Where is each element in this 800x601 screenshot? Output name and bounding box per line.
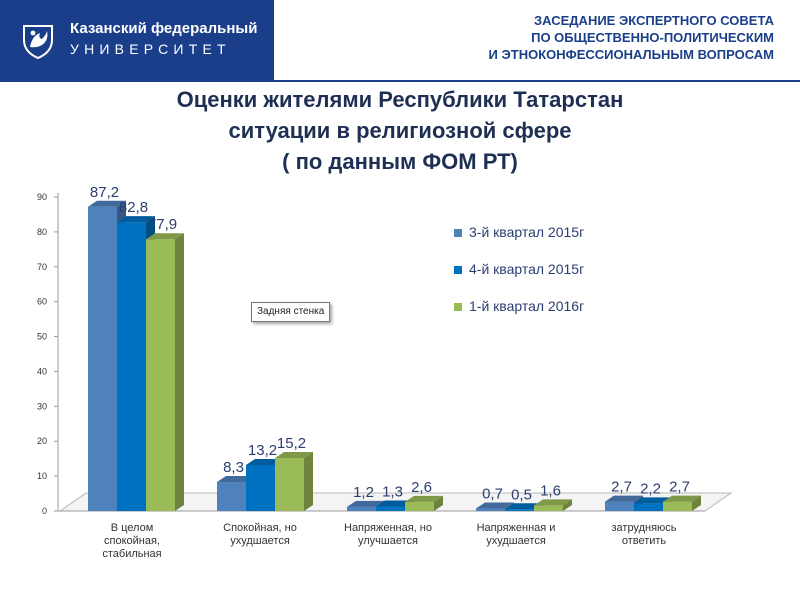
meeting-line: И ЭТНОКОНФЕССИОНАЛЬНЫМ ВОПРОСАМ — [488, 47, 774, 62]
bar-side — [434, 495, 443, 511]
bar-value-label: 1,6 — [540, 482, 561, 499]
legend-swatch — [454, 266, 462, 274]
bar-top — [605, 495, 643, 502]
bar — [347, 506, 376, 511]
bar-top — [376, 500, 414, 507]
bar-value-label: 0,5 — [511, 486, 532, 503]
bar-side — [563, 499, 572, 511]
y-tick-label: 80 — [37, 227, 47, 237]
category-label: затрудняюсь ответить — [611, 522, 677, 547]
chart-tooltip: Задняя стенка — [251, 302, 331, 322]
y-tick-label: 40 — [37, 366, 47, 376]
bar-side — [175, 233, 184, 511]
bar-top — [476, 502, 514, 509]
bar-top — [505, 503, 543, 510]
bar-value-label: 2,2 — [640, 480, 661, 497]
y-tick-label: 30 — [37, 401, 47, 411]
bar — [146, 239, 175, 511]
bar — [275, 457, 304, 511]
legend-label: 3-й квартал 2015г — [469, 224, 585, 240]
y-tick-label: 10 — [37, 471, 47, 481]
title-line: ситуации в религиозной сфере — [228, 118, 572, 143]
bar-side — [304, 451, 313, 511]
bar — [476, 508, 505, 511]
bar-top — [405, 495, 443, 502]
bar — [534, 505, 563, 511]
bar-value-label: 87,2 — [90, 184, 119, 201]
bar-value-label: 1,3 — [382, 483, 403, 500]
y-tick-label: 50 — [37, 332, 47, 342]
page-title: Оценки жителями Республики Татарстан сит… — [0, 84, 800, 177]
legend-swatch — [454, 229, 462, 237]
kfu-emblem-icon — [23, 25, 53, 60]
bar — [405, 501, 434, 511]
y-tick-label: 90 — [37, 192, 47, 202]
y-tick-label: 60 — [37, 297, 47, 307]
bar-value-label: 2,6 — [411, 479, 432, 496]
logo-university-name: Казанский федеральный — [70, 20, 258, 37]
bar-value-label: 2,7 — [611, 479, 632, 496]
bar-value-label: 0,7 — [482, 486, 503, 503]
legend-swatch — [454, 303, 462, 311]
bar-top — [117, 216, 155, 223]
bar-side — [692, 495, 701, 511]
bar-top — [217, 476, 255, 483]
bar — [217, 482, 246, 511]
bar-top — [347, 500, 385, 507]
bar — [246, 464, 275, 511]
university-logo-panel: Казанский федеральный УНИВЕРСИТЕТ — [0, 0, 274, 82]
bar-top — [663, 495, 701, 502]
bar — [505, 509, 534, 511]
bar — [376, 506, 405, 511]
bar — [663, 501, 692, 511]
category-label: Спокойная, но ухудшается — [223, 522, 297, 547]
bar — [605, 501, 634, 511]
logo-university-word: УНИВЕРСИТЕТ — [70, 41, 231, 57]
header-divider — [274, 80, 800, 82]
bar-value-label: 13,2 — [248, 442, 277, 459]
category-label: Напряженная и ухудшается — [476, 522, 556, 547]
bar-value-label: 2,7 — [669, 479, 690, 496]
legend-label: 4-й квартал 2015г — [469, 261, 585, 277]
bar-top — [88, 200, 126, 207]
category-label: Напряженная, но улучшается — [344, 522, 432, 547]
bar-top — [534, 499, 572, 506]
meeting-line: ЗАСЕДАНИЕ ЭКСПЕРТНОГО СОВЕТА — [534, 13, 774, 28]
bar-value-label: 82,8 — [119, 199, 148, 216]
y-tick-label: 20 — [37, 436, 47, 446]
bar-top — [246, 458, 284, 465]
bar-top — [275, 451, 313, 458]
y-tick-label: 70 — [37, 262, 47, 272]
bar-value-label: 15,2 — [277, 435, 306, 452]
bar-value-label: 77,9 — [148, 216, 177, 233]
meeting-line: ПО ОБЩЕСТВЕННО-ПОЛИТИЧЕСКИМ — [531, 30, 774, 45]
bar-top — [634, 497, 672, 504]
bar-value-label: 8,3 — [223, 459, 244, 476]
bar — [634, 503, 663, 511]
bar-value-label: 1,2 — [353, 484, 374, 501]
bar-top — [146, 233, 184, 240]
meeting-header: ЗАСЕДАНИЕ ЭКСПЕРТНОГО СОВЕТА ПО ОБЩЕСТВЕ… — [489, 12, 774, 63]
category-label: В целом спокойная, стабильная — [102, 522, 162, 560]
legend-label: 1-й квартал 2016г — [469, 298, 585, 314]
y-tick-label: 0 — [42, 506, 47, 516]
bar — [88, 206, 117, 511]
title-line: Оценки жителями Республики Татарстан — [176, 87, 624, 112]
title-line: ( по данным ФОМ РТ) — [282, 149, 518, 174]
bar — [117, 222, 146, 511]
